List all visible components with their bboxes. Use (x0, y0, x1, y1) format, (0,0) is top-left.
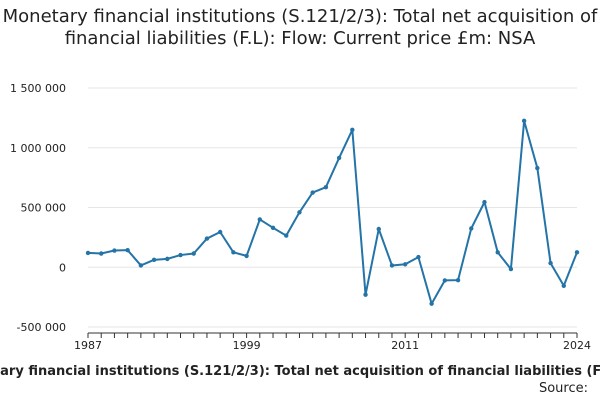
data-point (204, 236, 210, 241)
x-tick-label: 2011 (391, 339, 419, 352)
data-point (231, 250, 236, 255)
data-point (257, 217, 263, 222)
data-point (217, 229, 223, 235)
data-point (85, 250, 91, 256)
data-point (138, 263, 144, 268)
data-point (151, 257, 157, 263)
series-line (87, 119, 578, 305)
data-point (574, 250, 580, 255)
data-point (363, 292, 368, 297)
data-point (270, 225, 276, 231)
data-point (112, 248, 117, 253)
y-tick-label: -500 000 (17, 321, 66, 334)
y-tick-label: 0 (59, 261, 66, 274)
y-tick-label: 1 000 000 (10, 142, 66, 155)
data-point (389, 263, 395, 268)
data-point (376, 226, 381, 232)
data-point (535, 165, 540, 171)
data-point (442, 278, 448, 283)
data-point (521, 118, 527, 124)
source-label: Source: (538, 381, 588, 396)
data-point (191, 251, 196, 256)
x-tick-label: 1999 (233, 339, 261, 352)
y-tick-label: 500 000 (21, 202, 67, 215)
data-point (548, 260, 553, 266)
grid-lines (88, 87, 577, 328)
footer-title-text: Monetary financial institutions (S.121/2… (0, 364, 600, 379)
tick-marks (87, 332, 578, 338)
data-point (99, 251, 104, 256)
data-point (508, 266, 514, 272)
data-point (495, 250, 500, 255)
data-point (429, 301, 434, 306)
data-point (416, 254, 421, 260)
data-point (125, 247, 130, 253)
data-point (310, 190, 315, 195)
data-point (482, 199, 487, 205)
chart-title: Monetary financial institutions (S.121/2… (2, 6, 598, 49)
data-point (336, 155, 342, 161)
data-point (561, 283, 566, 288)
data-point (297, 210, 302, 215)
y-tick-label: 1 500 000 (10, 82, 66, 95)
data-point (244, 253, 249, 259)
data-point (455, 277, 461, 283)
data-point (284, 233, 289, 238)
series-layer (85, 118, 580, 306)
x-tick-label: 1987 (74, 339, 102, 352)
x-tick-label: 2024 (563, 339, 591, 352)
data-point (323, 184, 329, 190)
data-point (178, 252, 183, 258)
data-point (350, 127, 355, 133)
footer-title: Monetary financial institutions (S.121/2… (0, 364, 600, 380)
tick-labels: -500 000 0 500 000 1 000 000 1 500 000 1987 19… (10, 82, 591, 352)
data-point (165, 256, 170, 262)
data-point (402, 262, 408, 267)
data-point (469, 226, 474, 231)
